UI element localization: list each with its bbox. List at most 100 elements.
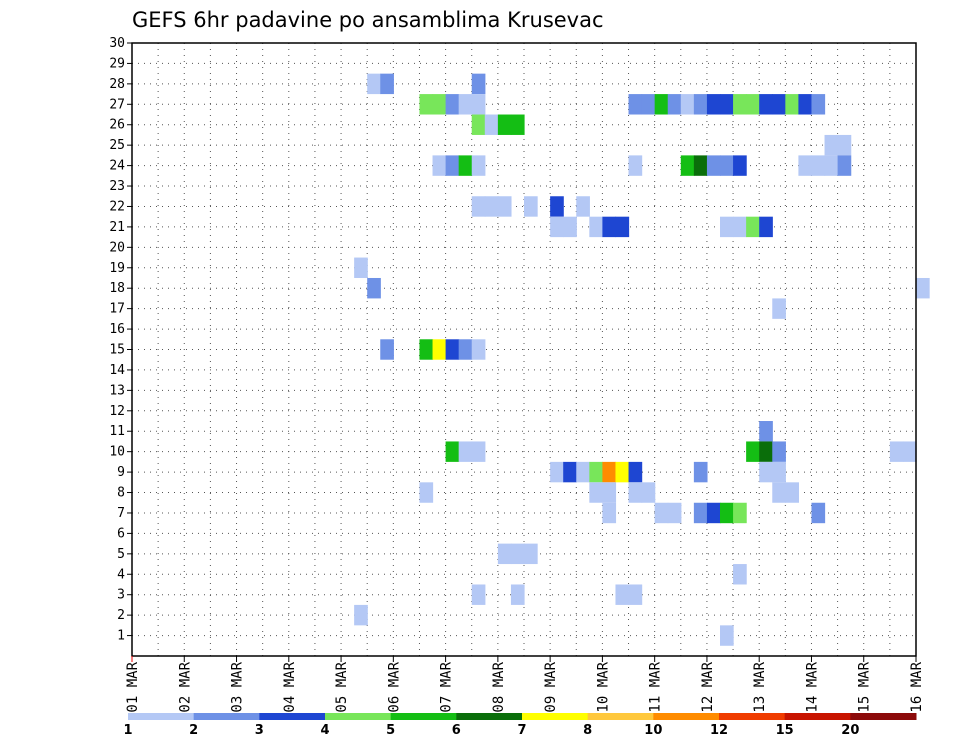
precip-cell [445,441,460,462]
precip-cell [471,73,486,95]
y-tick-label: 11 [109,424,125,439]
legend-swatch [653,713,720,720]
x-tick-label: 14 MAR [804,661,820,712]
y-tick-label: 16 [109,322,125,337]
precip-cell [824,134,839,156]
y-tick-label: 29 [109,56,125,71]
precip-cell [628,482,643,503]
precip-cell [615,216,630,238]
y-tick-label: 8 [117,486,125,501]
y-tick-label: 20 [109,240,125,255]
precip-cell [550,216,564,238]
precip-cell [432,94,447,115]
x-tick-label: 13 MAR [752,661,768,712]
legend-label: 2 [189,723,198,738]
precip-cell [484,114,499,135]
precip-cell [628,584,643,605]
y-tick-label: 18 [109,281,125,296]
precip-cell [367,73,381,95]
legend-label: 5 [386,723,395,738]
y-tick-label: 15 [109,343,125,358]
x-tick-label: 11 MAR [648,661,664,712]
x-tick-label: 02 MAR [177,661,193,712]
precip-cell [733,564,747,585]
legend-label: 10 [644,723,662,738]
precip-cell [615,461,630,483]
legend-label: 8 [583,723,592,738]
y-tick-label: 12 [109,404,125,419]
x-tick-label: 16 MAR [909,661,925,712]
precip-cell [471,584,486,605]
precip-cell [458,339,473,360]
precip-cell [445,94,460,115]
y-tick-label: 13 [109,383,125,398]
precip-cell [524,543,538,565]
precip-cell [824,155,839,176]
precip-cell [471,94,486,115]
precip-cell [602,502,617,524]
precip-cell [772,461,786,483]
x-axis-ticks: 01 MAR 02 MAR 03 MAR 04 MAR 05 MAR 06 MAR 07 M… [125,656,925,713]
precip-cell [785,482,799,503]
precip-cell [550,196,564,217]
y-tick-label: 22 [109,199,125,214]
precip-cell [432,155,447,176]
legend-label: 12 [710,723,728,738]
precip-cell [589,216,603,238]
y-tick-label: 27 [109,97,125,112]
x-tick-label: 07 MAR [439,661,455,712]
x-tick-label: 08 MAR [491,661,507,712]
precip-cell [693,461,708,483]
precip-cell [354,604,368,626]
precip-cell [510,584,525,605]
legend-label: 1 [123,723,132,738]
precip-cell [837,155,852,176]
precip-cell [680,155,695,176]
precip-cell [759,441,773,462]
x-tick-label: 03 MAR [230,661,246,712]
precip-cell [654,502,669,524]
precip-cell [733,502,747,524]
legend-swatch [325,713,392,720]
precip-cell [733,216,747,238]
legend-label: 20 [841,723,859,738]
precip-cell [746,216,760,238]
precip-cell [720,155,734,176]
precip-cell [510,114,525,135]
legend-label: 15 [776,723,794,738]
y-tick-label: 1 [117,629,125,644]
precip-cell [589,461,603,483]
precip-cell [693,502,708,524]
y-axis-ticks: 1234567891011121314151617181920212223242… [109,36,132,644]
precip-cell [733,94,747,115]
precip-cell [419,94,434,115]
precip-cell [811,155,826,176]
legend-swatch [587,713,654,720]
precip-cell [746,441,760,462]
precip-cell [720,94,734,115]
legend-swatch [259,713,326,720]
x-tick-label: 05 MAR [334,661,350,712]
precip-cell [471,114,486,135]
precip-cell [576,461,590,483]
precip-cell [471,339,486,360]
precip-cell [458,155,473,176]
legend-label: 3 [255,723,264,738]
precip-cell [497,114,512,135]
precip-cell [772,441,786,462]
precip-cell [811,502,826,524]
precip-cell [641,94,656,115]
precip-cell [706,94,721,115]
precip-cell [471,196,486,217]
precip-cell [550,461,564,483]
precip-cell [720,502,734,524]
precip-cell [733,155,747,176]
precip-cell [667,502,682,524]
precip-cell [576,196,590,217]
precip-cell [432,339,447,360]
x-tick-label: 04 MAR [282,661,298,712]
precip-cell [628,155,643,176]
precip-cell [772,482,786,503]
x-tick-label: 10 MAR [595,661,611,712]
y-tick-label: 4 [117,567,125,582]
